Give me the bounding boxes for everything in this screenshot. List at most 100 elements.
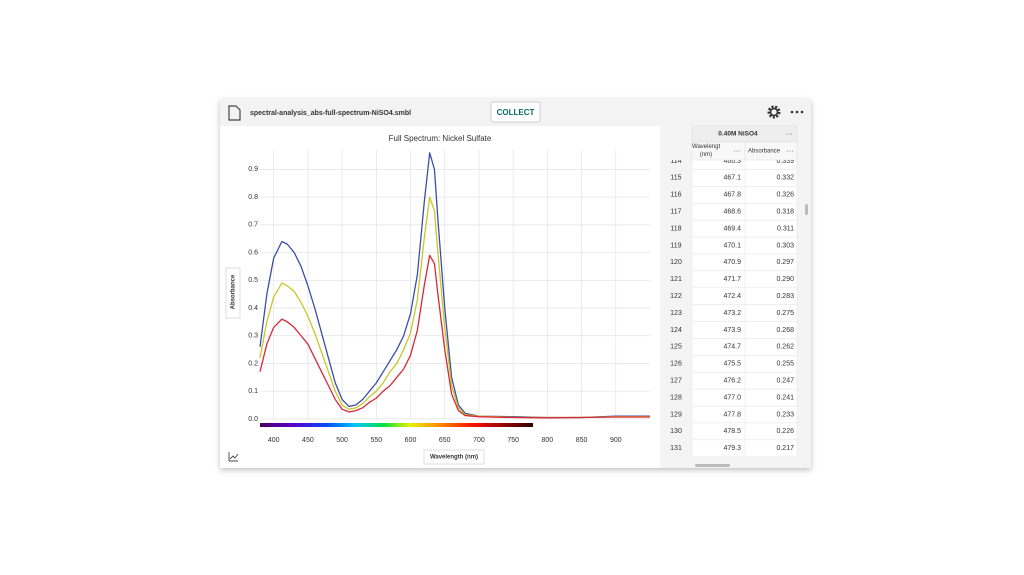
row-index-cell (660, 355, 692, 373)
wavelength-cell: 471.7 (723, 276, 741, 283)
y-tick-label: 0.8 (248, 194, 258, 201)
spectrum-line (259, 196, 650, 419)
row-index: 127 (670, 378, 682, 385)
y-tick-label: 0.1 (248, 388, 258, 395)
row-index-cell (660, 439, 692, 457)
wavelength-cell: 470.1 (723, 242, 741, 249)
y-tick-label: 0.7 (248, 222, 258, 229)
y-tick-label: 0.4 (248, 305, 258, 312)
absorbance-cell: 0.233 (776, 411, 794, 418)
h-scrollbar[interactable] (695, 464, 730, 467)
x-tick-label: 400 (268, 437, 280, 444)
absorbance-cell: 0.241 (776, 394, 794, 401)
row-index-cell (660, 237, 692, 254)
wavelength-cell: 474.7 (723, 344, 741, 351)
row-index-cell (660, 253, 692, 271)
v-scrollbar[interactable] (805, 204, 808, 215)
absorbance-cell: 0.318 (776, 209, 794, 216)
wavelength-cell: 477.8 (723, 411, 741, 418)
row-index-cell (660, 287, 692, 305)
row-index-cell (660, 372, 692, 390)
column-header (744, 141, 798, 161)
more-icon[interactable] (790, 110, 804, 114)
absorbance-cell: 0.326 (776, 192, 794, 199)
x-tick-label: 750 (507, 437, 519, 444)
row-index: 121 (670, 276, 682, 283)
row-index: 119 (670, 242, 681, 249)
y-tick-label: 0.6 (248, 249, 258, 256)
absorbance-cell: 0.226 (776, 428, 794, 435)
wavelength-cell: 473.9 (723, 327, 741, 334)
wavelength-cell: 467.8 (723, 192, 741, 199)
x-axis-label: Wavelength (nm) (430, 455, 478, 461)
file-icon[interactable] (228, 105, 241, 121)
x-tick-label: 800 (542, 437, 554, 444)
plot: 400 450 500 550 600 650 700 750 800 850 900 0.0 0.1 0… (248, 150, 650, 444)
column-menu[interactable]: ··· (787, 148, 794, 155)
dataset-menu[interactable]: ··· (786, 131, 793, 138)
absorbance-cell: 0.283 (776, 293, 794, 300)
button-label[interactable]: COLLECT (497, 108, 535, 117)
row-index: 131 (670, 445, 682, 452)
y-tick-label: 0.3 (248, 333, 258, 340)
absorbance-cell: 0.332 (776, 175, 794, 182)
x-tick-label: 500 (336, 437, 348, 444)
absorbance-cell: 0.290 (776, 276, 794, 283)
row-index-cell (660, 203, 692, 221)
absorbance-cell: 0.217 (776, 445, 794, 452)
row-index: 118 (670, 225, 681, 232)
row-index: 116 (670, 192, 681, 199)
column-title: Absorbance (748, 149, 781, 155)
absorbance-cell: 0.262 (776, 344, 794, 351)
row-index: 120 (670, 259, 682, 266)
row-index-cell (660, 270, 692, 288)
y-label-box (225, 267, 241, 319)
wavelength-cell: 472.4 (723, 293, 741, 300)
absorbance-cell: 0.303 (776, 242, 794, 249)
spectrum-line (259, 254, 650, 419)
column-header-wavelength: Wavelength (nm) (692, 144, 720, 158)
wavelength-cell: 479.3 (723, 445, 741, 452)
x-tick-label: 450 (302, 437, 314, 444)
wavelength-cell: 473.2 (723, 310, 741, 317)
row-index-cell (660, 186, 692, 204)
absorbance-cell: 0.255 (776, 361, 794, 368)
settings-icon[interactable] (767, 105, 781, 119)
x-label-box (423, 449, 485, 465)
filename: spectral-analysis_abs-full-spectrum-NiSO… (250, 110, 411, 117)
row-index-cell (660, 220, 692, 238)
absorbance-cell: 0.311 (777, 225, 794, 232)
row-index: 125 (670, 344, 682, 351)
spectrum-line (259, 152, 650, 419)
row-index: 115 (670, 175, 681, 182)
y-tick-label: 0.2 (248, 360, 258, 367)
wavelength-cell: 469.4 (723, 225, 741, 232)
wavelength-cell: 467.1 (723, 175, 741, 182)
row-cell (691, 439, 798, 458)
row-index: 126 (670, 361, 682, 368)
row-index: 123 (670, 310, 682, 317)
row-index-cell (660, 406, 692, 423)
y-axis-label: Absorbance (231, 274, 237, 309)
x-tick-label: 650 (439, 437, 451, 444)
absorbance-cell: 0.247 (776, 378, 794, 385)
wavelength-cell: 470.9 (723, 259, 741, 266)
wavelength-cell: 478.5 (723, 428, 741, 435)
x-tick-label: 900 (610, 437, 622, 444)
graph-options-icon[interactable] (228, 452, 239, 462)
y-tick-label: 0.9 (248, 166, 258, 173)
collect-button[interactable] (490, 101, 541, 123)
absorbance-cell: 0.275 (776, 310, 794, 317)
row-index: 130 (670, 428, 682, 435)
row-index: 117 (670, 209, 681, 216)
column-menu[interactable]: ··· (734, 148, 741, 155)
chart-title: Full Spectrum: Nickel Sulfate (389, 134, 492, 143)
row-index-cell (660, 389, 692, 407)
row-index-cell (660, 422, 692, 440)
spectrum-bar (260, 423, 533, 427)
wavelength-cell: 466.3 (723, 158, 741, 165)
x-tick-label: 700 (473, 437, 485, 444)
wavelength-cell: 475.5 (723, 361, 741, 368)
row-index-cell (660, 304, 692, 322)
